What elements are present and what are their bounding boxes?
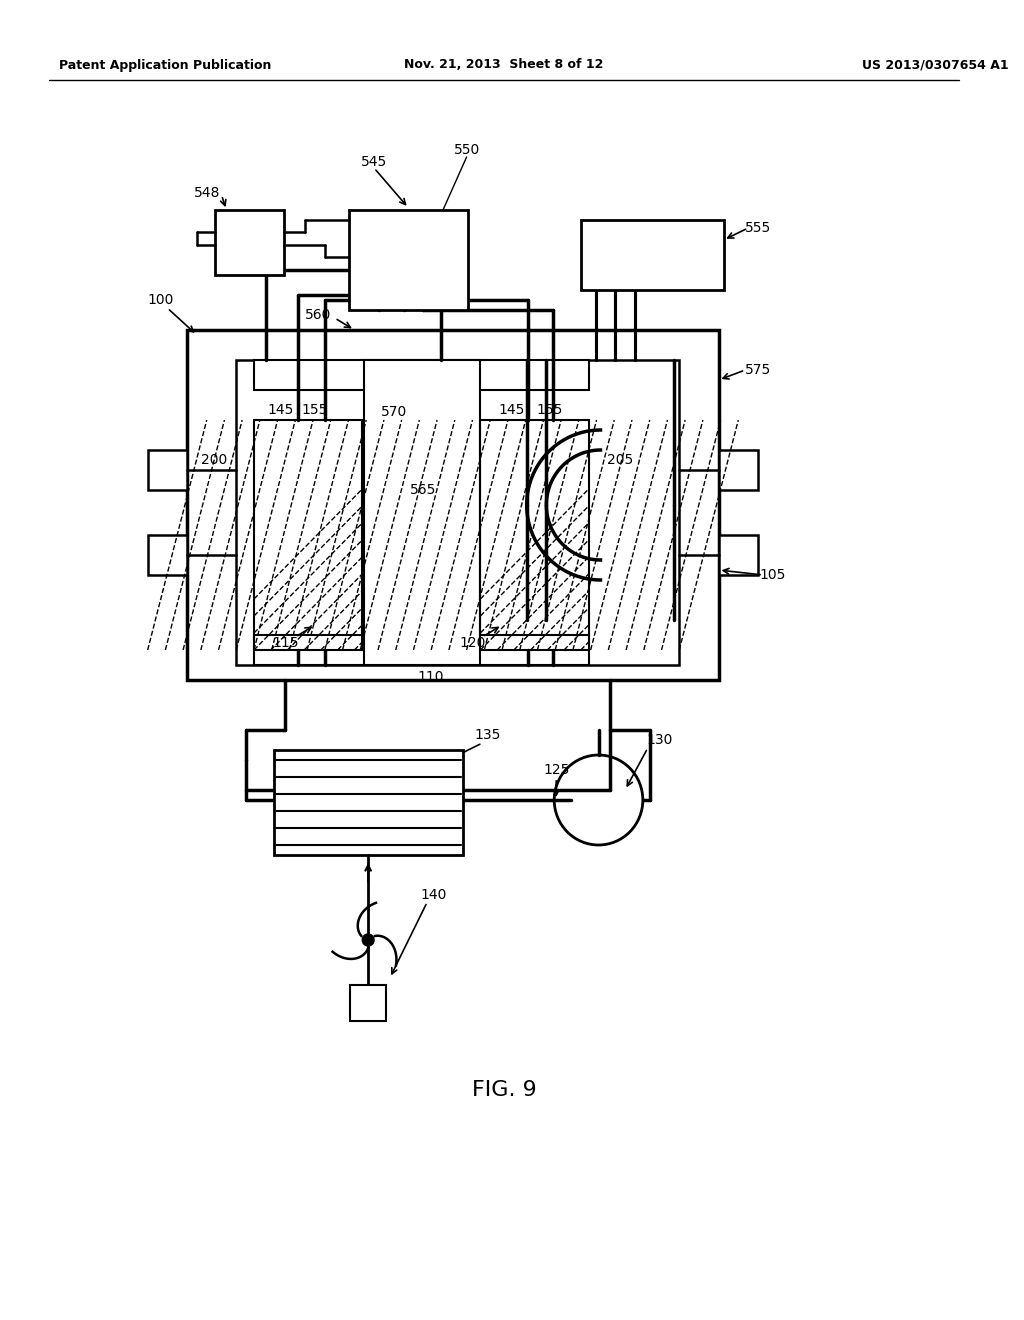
Text: FIG. 9: FIG. 9 xyxy=(472,1080,537,1100)
Bar xyxy=(273,750,463,855)
Bar xyxy=(581,220,724,290)
Bar xyxy=(365,360,480,665)
Text: 135: 135 xyxy=(474,729,501,742)
Bar xyxy=(254,635,589,665)
Text: 140: 140 xyxy=(420,888,446,902)
Bar xyxy=(147,450,187,490)
Text: 550: 550 xyxy=(454,143,479,157)
Text: 125: 125 xyxy=(543,763,569,777)
Text: 548: 548 xyxy=(194,186,220,201)
Bar xyxy=(237,360,679,665)
Bar xyxy=(350,985,386,1020)
Text: 575: 575 xyxy=(744,363,771,378)
Text: Nov. 21, 2013  Sheet 8 of 12: Nov. 21, 2013 Sheet 8 of 12 xyxy=(404,58,604,71)
Bar xyxy=(349,210,468,310)
Bar xyxy=(480,420,589,649)
Text: 110: 110 xyxy=(417,671,443,684)
Text: 120: 120 xyxy=(460,636,485,649)
Text: 560: 560 xyxy=(305,308,331,322)
Circle shape xyxy=(362,935,374,946)
Bar xyxy=(215,210,284,275)
Text: 555: 555 xyxy=(744,220,771,235)
Text: 570: 570 xyxy=(381,405,407,418)
Text: 565: 565 xyxy=(410,483,436,498)
Text: 145: 145 xyxy=(499,403,525,417)
Bar xyxy=(254,420,362,649)
Text: Patent Application Publication: Patent Application Publication xyxy=(59,58,271,71)
Text: 545: 545 xyxy=(360,154,387,169)
Text: 155: 155 xyxy=(302,403,329,417)
Text: 115: 115 xyxy=(272,636,299,649)
Text: US 2013/0307654 A1: US 2013/0307654 A1 xyxy=(862,58,1009,71)
Bar xyxy=(254,360,589,389)
Text: 155: 155 xyxy=(537,403,562,417)
Bar xyxy=(719,535,758,576)
Text: 130: 130 xyxy=(646,733,673,747)
Bar xyxy=(187,330,719,680)
Text: 100: 100 xyxy=(147,293,174,308)
Bar xyxy=(719,450,758,490)
Text: 205: 205 xyxy=(607,453,633,467)
Text: 200: 200 xyxy=(202,453,227,467)
Text: 105: 105 xyxy=(760,568,786,582)
Text: 145: 145 xyxy=(267,403,294,417)
Bar xyxy=(147,535,187,576)
